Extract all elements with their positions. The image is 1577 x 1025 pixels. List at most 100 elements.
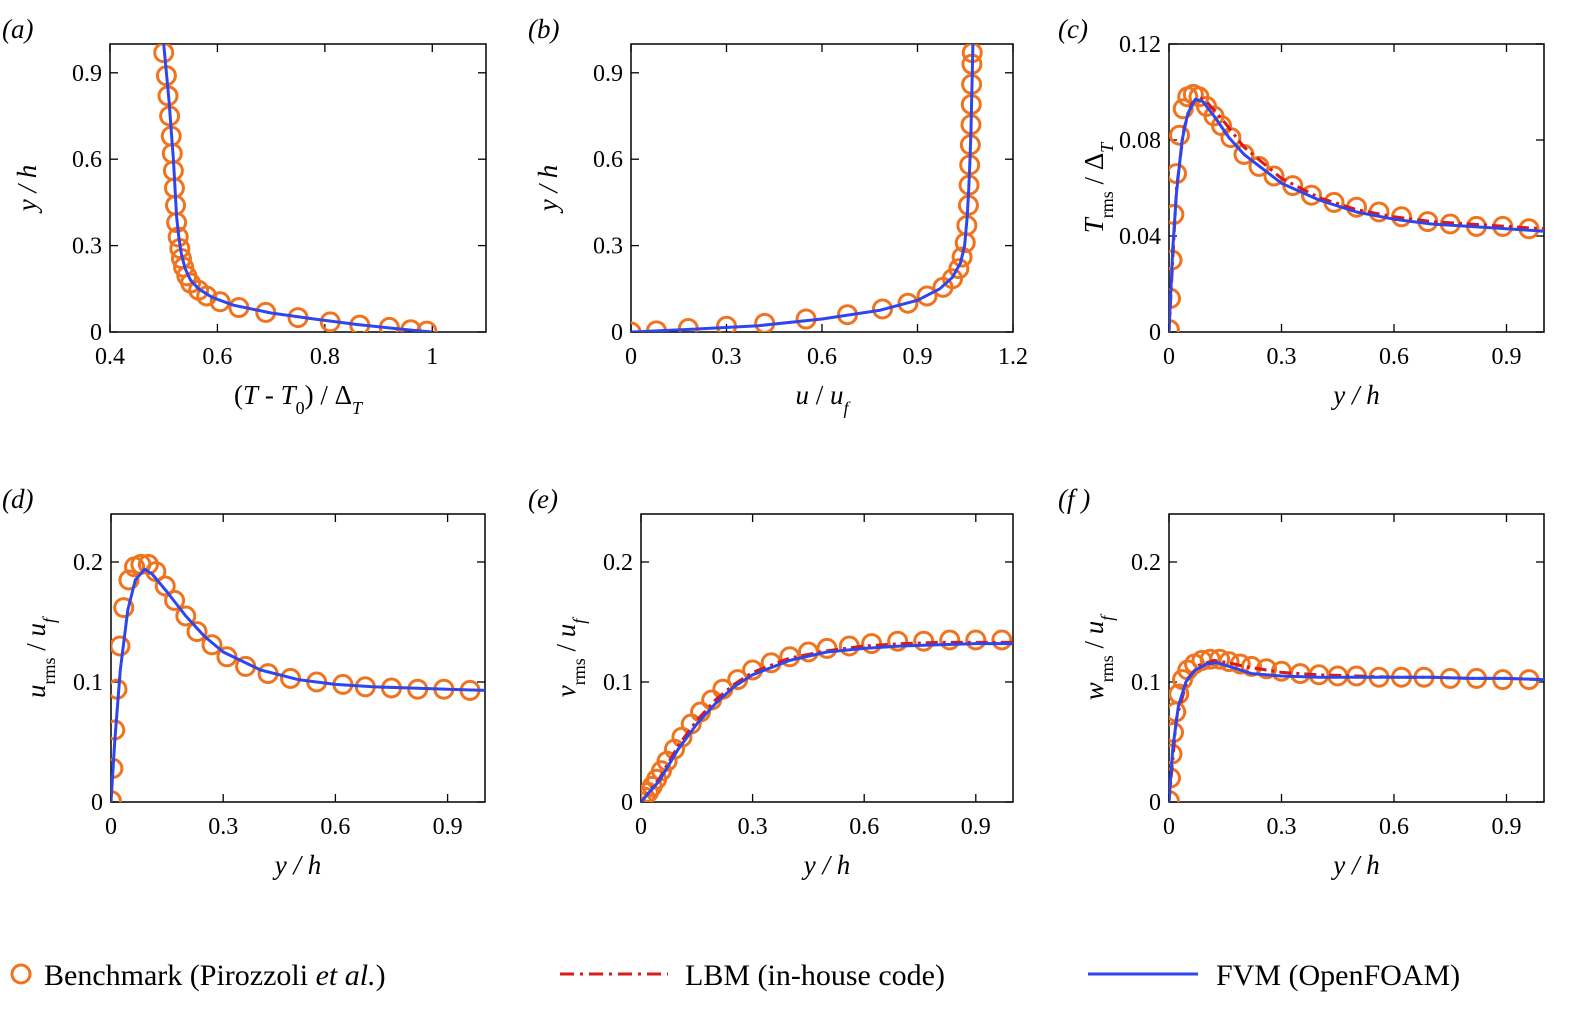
benchmark-point (1169, 124, 1190, 146)
benchmark-point (779, 646, 801, 668)
benchmark-point (201, 634, 223, 656)
benchmark-point (948, 258, 970, 280)
x-tick-label: 0.8 (310, 344, 340, 370)
x-tick-label: 0.3 (1267, 814, 1297, 840)
benchmark-point (154, 575, 176, 597)
panels: 0.4 0.6 0.8 1 0 0.3 0.6 0.9 (T - T0) / ΔT y / h (a… (2, 14, 1545, 880)
y-tick-label: 0 (91, 790, 103, 816)
y-axis-label: wrms / uf (1079, 613, 1117, 701)
plot-frame (1168, 43, 1545, 333)
x-tick-label: 0.3 (208, 814, 238, 840)
plot-area (631, 44, 983, 332)
benchmark-point (1209, 648, 1231, 670)
plot-area (641, 629, 1013, 802)
panel-label: (a) (2, 14, 33, 44)
panel-label: (c) (1058, 14, 1088, 44)
x-tick-label: 0.6 (202, 344, 232, 370)
benchmark-point (175, 605, 197, 627)
benchmark-point (118, 569, 140, 591)
plot-area (111, 553, 485, 802)
panel-a: 0.4 0.6 0.8 1 0 0.3 0.6 0.9 (T - T0) / ΔT y / h (a… (2, 14, 487, 418)
x-tick-label: 0.6 (1379, 344, 1409, 370)
fvm-series-line (1169, 661, 1544, 802)
benchmark-point (641, 791, 653, 802)
benchmark-point (916, 285, 938, 307)
benchmark-point (1241, 655, 1262, 677)
lbm-series-line (641, 640, 1013, 802)
y-tick-label: 0.1 (73, 670, 103, 696)
panel-label: (e) (528, 484, 558, 514)
x-tick-label: 0 (1163, 344, 1175, 370)
plot-area (1169, 648, 1544, 802)
fvm-series-line (162, 44, 433, 332)
benchmark-point (861, 633, 883, 655)
y-tick-label: 0 (621, 790, 633, 816)
x-tick-label: 0.9 (1492, 344, 1522, 370)
panel-e: 0 0.3 0.6 0.9 0 0.1 0.2 y / h vrms / uf (e) (528, 484, 1014, 880)
y-tick-label: 0.2 (1131, 550, 1161, 576)
x-tick-label: 1 (426, 344, 438, 370)
benchmark-point (209, 291, 231, 313)
benchmark-point (164, 589, 186, 611)
lbm-series-line (1169, 658, 1544, 802)
y-tick-label: 0.6 (72, 147, 102, 173)
y-tick-label: 0.6 (593, 147, 623, 173)
x-tick-label: 0.6 (807, 344, 837, 370)
fvm-series-line (1169, 97, 1544, 332)
panel-label: (b) (528, 14, 559, 44)
x-axis-label: y / h (1330, 380, 1380, 410)
benchmark-point (153, 44, 175, 64)
benchmark-point (897, 292, 919, 314)
y-tick-label: 0.1 (1131, 670, 1161, 696)
y-tick-label: 0 (1149, 320, 1161, 346)
legend: Benchmark (Pirozzoli et al.) LBM (in-hou… (10, 959, 1460, 992)
benchmark-point (1263, 165, 1285, 187)
panel-b: 0 0.3 0.6 0.9 1.2 0 0.3 0.6 0.9 u / uf y / h (b) (528, 14, 1028, 418)
benchmark-point (871, 298, 893, 320)
benchmark-point (186, 621, 208, 643)
x-tick-label: 0 (625, 344, 637, 370)
fvm-series-line (111, 567, 485, 802)
benchmark-point (887, 630, 909, 652)
plot-area (153, 44, 438, 332)
plot-area (1169, 83, 1544, 332)
x-tick-label: 0.6 (320, 814, 350, 840)
y-tick-label: 0.12 (1119, 32, 1161, 58)
benchmark-point (1248, 155, 1270, 177)
legend-fvm-label: FVM (OpenFOAM) (1216, 959, 1460, 992)
y-axis-label: y / h (533, 165, 563, 215)
x-axis-label: y / h (272, 850, 322, 880)
x-axis-label: u / uf (795, 380, 851, 418)
y-tick-label: 0 (1149, 790, 1161, 816)
x-tick-label: 1.2 (998, 344, 1028, 370)
x-tick-label: 0 (105, 814, 117, 840)
legend-benchmark-label: Benchmark (Pirozzoli et al.) (44, 959, 386, 992)
y-axis-label: Trms / ΔT (1079, 141, 1117, 233)
x-tick-label: 0.9 (961, 814, 991, 840)
x-axis-label: y / h (1330, 850, 1380, 880)
y-tick-label: 0.9 (72, 61, 102, 87)
panel-f: 0 0.3 0.6 0.9 0 0.1 0.2 y / h wrms / uf (f ) (1058, 484, 1545, 880)
benchmark-point (965, 629, 987, 651)
plot-frame (109, 43, 487, 333)
legend-benchmark-marker (10, 963, 32, 985)
y-axis-label: y / h (12, 165, 42, 215)
y-tick-label: 0.04 (1119, 224, 1161, 250)
benchmark-point (1301, 184, 1322, 206)
x-tick-label: 0.9 (903, 344, 933, 370)
y-tick-label: 0 (90, 320, 102, 346)
panel-c: 0 0.3 0.6 0.9 0 0.04 0.08 0.12 y / h Trms / ΔT (c) (1058, 14, 1545, 410)
legend-lbm-label: LBM (in-house code) (685, 959, 945, 992)
panel-label: (f ) (1058, 484, 1090, 514)
y-axis-label: urms / uf (21, 615, 59, 698)
y-tick-label: 0.1 (603, 670, 633, 696)
x-axis-label: (T - T0) / ΔT (234, 380, 364, 418)
x-axis-label: y / h (801, 850, 851, 880)
x-tick-label: 0.4 (95, 344, 125, 370)
plot-frame (640, 513, 1014, 803)
y-tick-label: 0.9 (593, 61, 623, 87)
y-axis-label: vrms / uf (551, 616, 589, 698)
x-tick-label: 0.6 (849, 814, 879, 840)
benchmark-point (951, 246, 973, 268)
